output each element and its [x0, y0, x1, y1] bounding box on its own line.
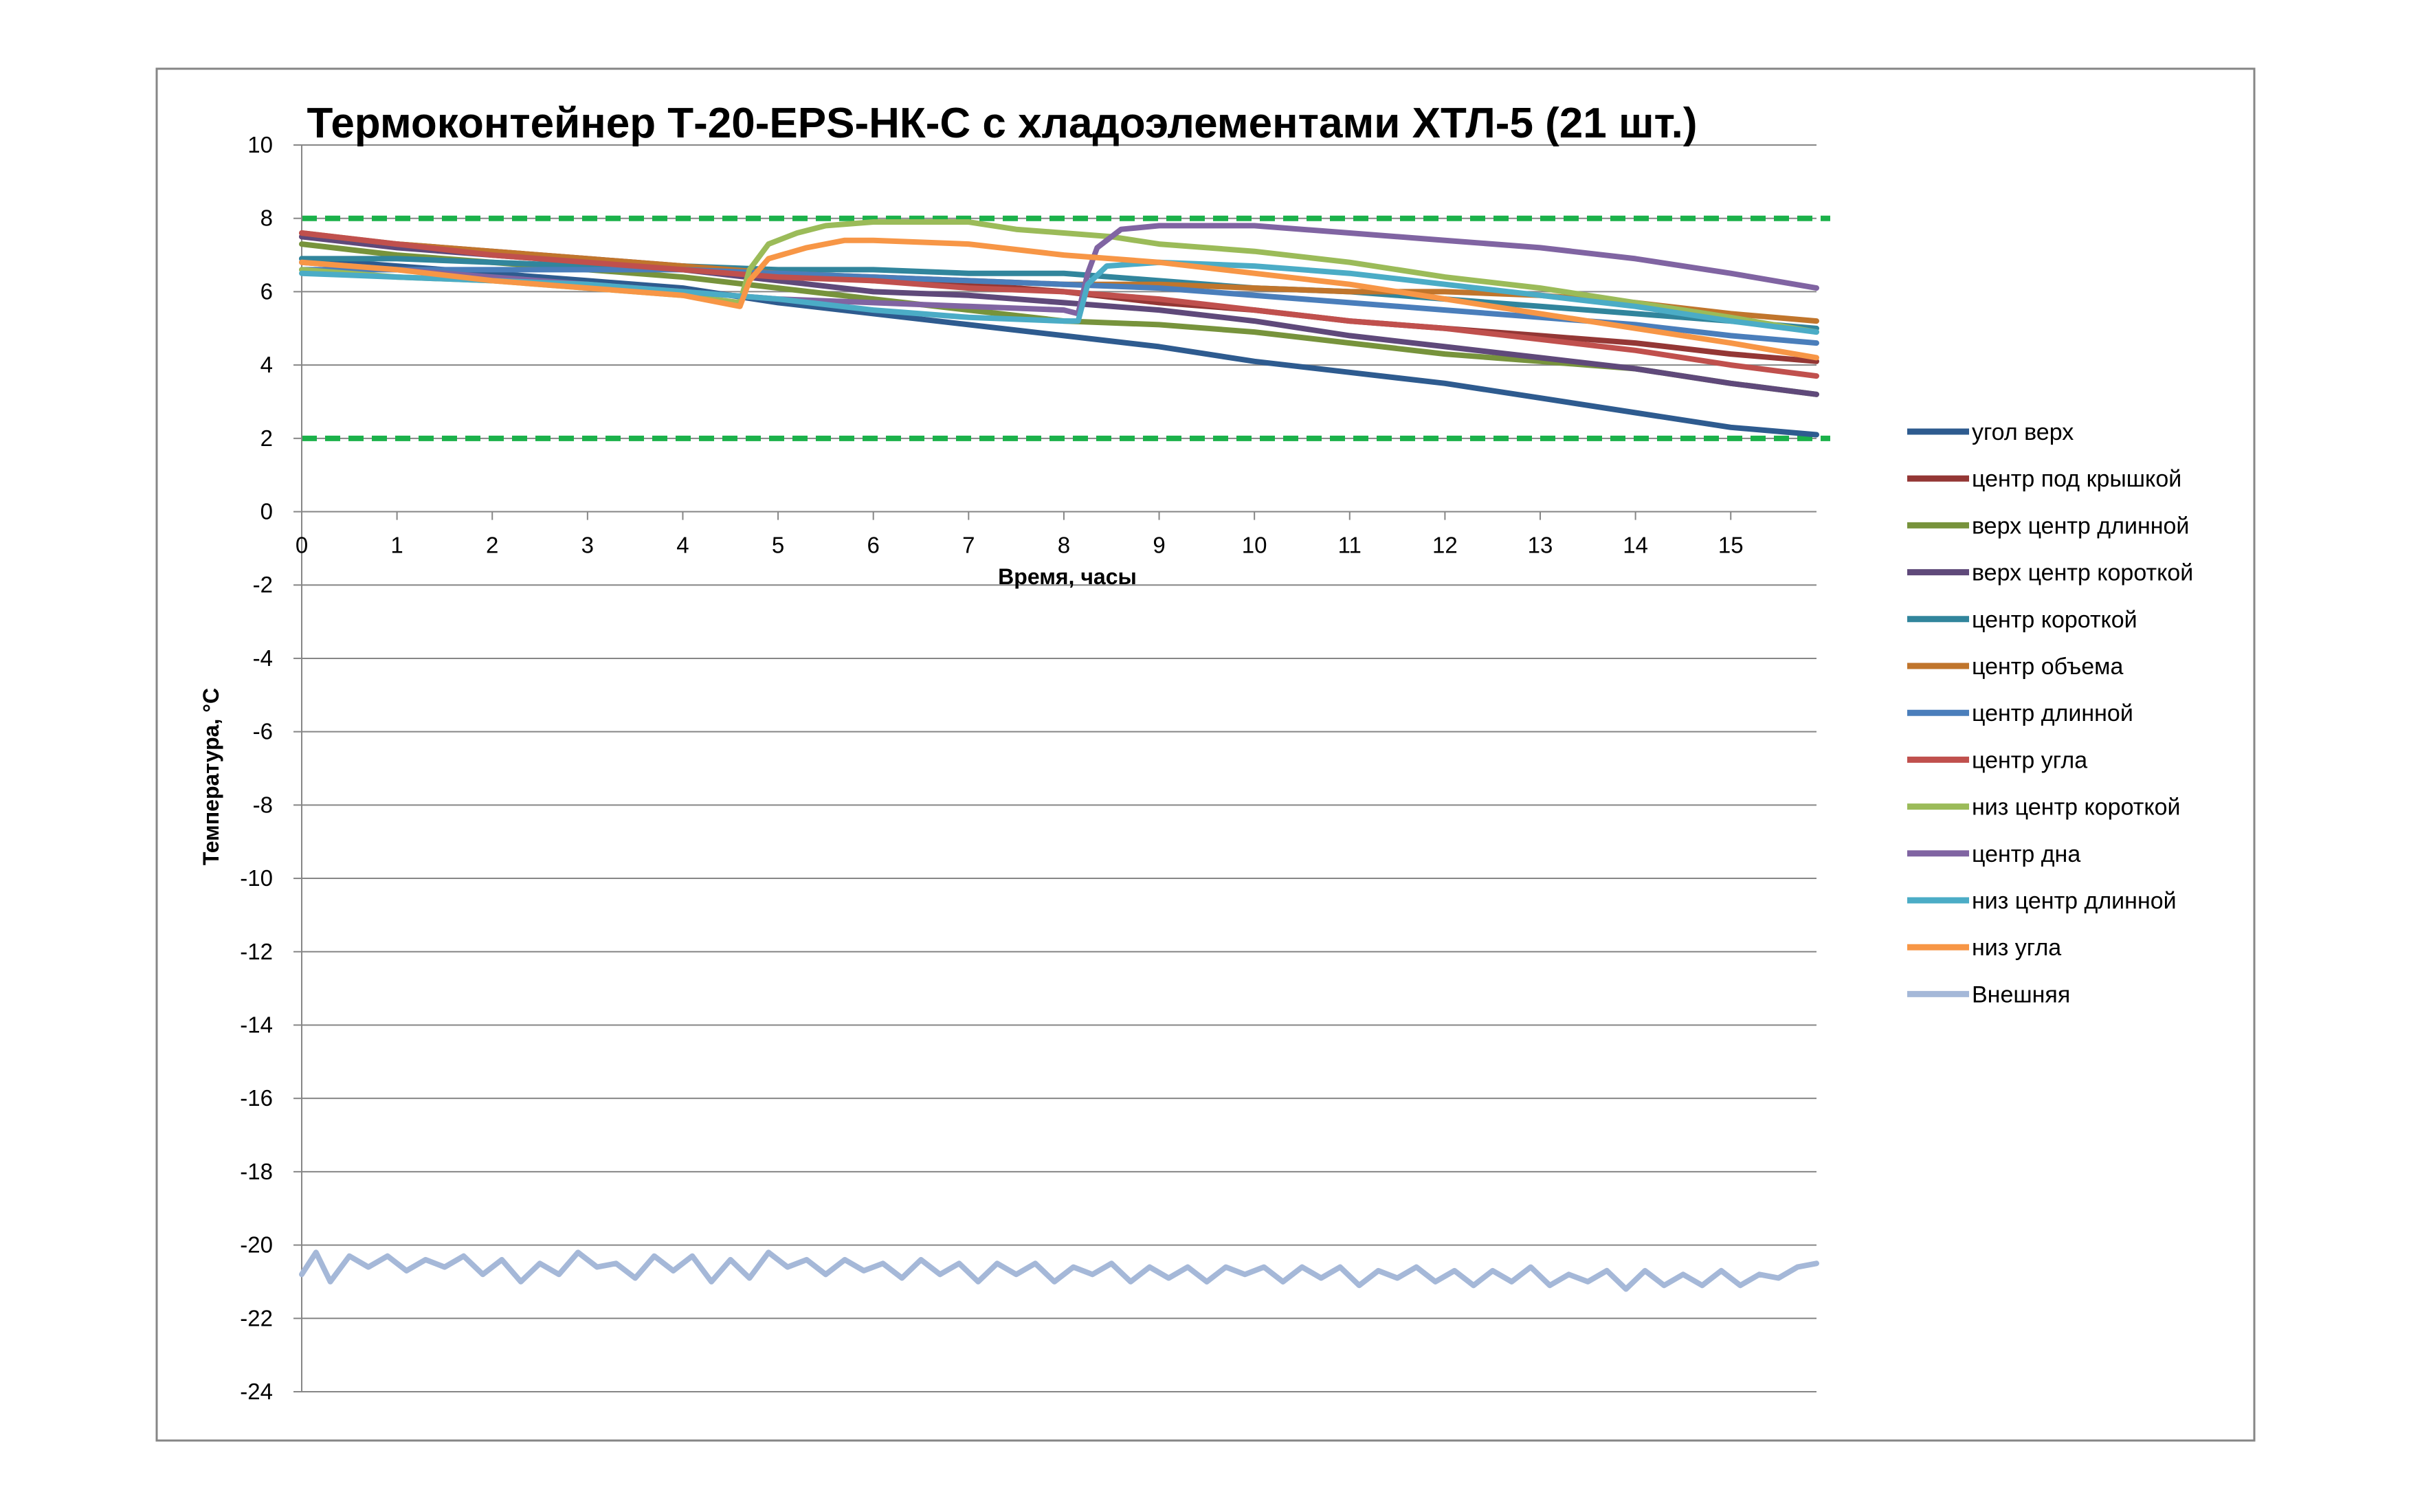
x-tick-label: 2 [486, 533, 498, 558]
x-tick-label: 0 [296, 533, 308, 558]
x-tick-label: 9 [1153, 533, 1165, 558]
legend-item: угол верх [1907, 419, 2074, 445]
y-tick-label: -4 [253, 645, 273, 671]
legend-item: верх центр короткой [1907, 560, 2193, 586]
y-tick-label: -12 [240, 939, 273, 964]
legend-label: центр угла [1972, 747, 2087, 773]
x-tick-label: 12 [1432, 533, 1458, 558]
legend-label: низ центр длинной [1972, 888, 2177, 914]
y-tick-label: -24 [240, 1379, 273, 1404]
series-line [299, 237, 1819, 361]
chart-title: Термоконтейнер Т-20-EPS-НК-С с хладоэлем… [307, 100, 1698, 147]
reference-lines [302, 215, 1830, 441]
legend-label: центр короткой [1972, 607, 2137, 633]
legend-item: центр длинной [1907, 700, 2133, 726]
x-tick-label: 7 [962, 533, 975, 558]
x-axis-label: Время, часы [998, 564, 1137, 589]
y-tick-label: -18 [240, 1159, 273, 1184]
x-tick-label: 13 [1528, 533, 1553, 558]
legend-label: центр дна [1972, 841, 2080, 867]
y-tick-labels: 10 8 6 4 2 0 -2 -4 -6 -8 -10 -12 -14 -16 -18 -20 -22 -24 [240, 132, 273, 1404]
legend-label: верх центр длинной [1972, 513, 2189, 539]
legend: угол верх центр под крышкой верх центр дли… [1907, 419, 2193, 1008]
legend-label: низ центр короткой [1972, 794, 2180, 821]
chart-area-border [155, 67, 2256, 1442]
y-tick-label: -16 [240, 1085, 273, 1111]
x-tick-label: 8 [1058, 533, 1070, 558]
y-tick-label: -20 [240, 1232, 273, 1258]
legend-item: низ угла [1907, 935, 2061, 961]
x-tick-label: 1 [390, 533, 403, 558]
series-line [299, 256, 1819, 331]
legend-item: низ центр длинной [1907, 888, 2177, 914]
y-tick-label: 2 [260, 425, 273, 451]
y-tick-label: -10 [240, 865, 273, 891]
legend-item: центр под крышкой [1907, 466, 2181, 492]
y-tick-label: -8 [253, 792, 273, 817]
x-tick-label: 14 [1623, 533, 1648, 558]
y-tick-label: 0 [260, 499, 273, 524]
series-lines [299, 219, 1819, 1292]
y-axis-label: Температура, °С [199, 688, 223, 865]
x-tick-label: 4 [676, 533, 689, 558]
y-tick-label: -6 [253, 719, 273, 744]
legend-label: центр длинной [1972, 700, 2133, 726]
x-tick-label: 15 [1718, 533, 1744, 558]
legend-item: низ центр короткой [1907, 794, 2180, 821]
y-tick-label: 6 [260, 278, 273, 304]
y-tick-label: -22 [240, 1305, 273, 1331]
series-line [299, 256, 1819, 438]
legend-label: низ угла [1972, 935, 2061, 961]
series-line [299, 230, 1819, 379]
y-tick-label: 10 [247, 132, 273, 157]
legend-item: центр объема [1907, 654, 2123, 680]
y-tick-label: -14 [240, 1012, 273, 1037]
axes [293, 144, 1816, 1392]
legend-label: центр под крышкой [1972, 466, 2181, 492]
legend-label: Внешняя [1972, 981, 2070, 1008]
legend-label: центр объема [1972, 654, 2123, 680]
legend-item: центр угла [1907, 747, 2087, 773]
x-tick-label: 11 [1338, 533, 1362, 558]
x-tick-label: 3 [581, 533, 594, 558]
legend-item: Внешняя [1907, 981, 2070, 1008]
legend-label: верх центр короткой [1972, 560, 2193, 586]
legend-label: угол верх [1972, 419, 2074, 445]
series-line [299, 259, 1819, 335]
x-tick-label: 6 [867, 533, 880, 558]
legend-item: верх центр длинной [1907, 513, 2189, 539]
series-line [299, 1249, 1819, 1292]
y-tick-label: -2 [253, 572, 273, 597]
y-tick-label: 8 [260, 205, 273, 231]
legend-item: центр короткой [1907, 607, 2137, 633]
y-tick-label: 4 [260, 352, 273, 377]
x-tick-labels: 0 1 2 3 4 5 6 7 8 9 10 11 12 13 14 15 [296, 533, 1744, 558]
x-tick-label: 10 [1242, 533, 1267, 558]
legend-item: центр дна [1907, 841, 2080, 867]
x-tick-label: 5 [772, 533, 784, 558]
